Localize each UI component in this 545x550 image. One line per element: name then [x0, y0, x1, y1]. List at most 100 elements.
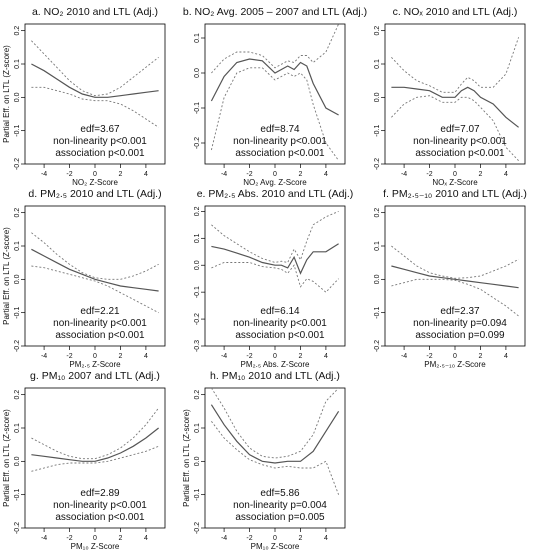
y-tick-label: 0.2 — [374, 208, 381, 218]
estimate-line — [391, 265, 519, 289]
y-tick-label: 0.0 — [374, 92, 381, 102]
panel-7: g. PM₁₀ 2007 and LTL (Adj.) -4 -2 0 2 4 -0.2 -0… — [2, 370, 166, 550]
estimate-line — [31, 427, 159, 462]
stat-line-2: non-linearity p<0.001 — [53, 500, 147, 511]
y-tick-label: -0.1 — [194, 286, 201, 298]
x-tick-label: 4 — [504, 353, 508, 360]
x-tick-label: -4 — [41, 535, 47, 542]
x-tick-label: 0 — [453, 171, 457, 178]
y-tick-label: -0.2 — [374, 340, 381, 352]
y-axis-label: Partial Eff. on LTL (Z-score) — [2, 227, 11, 325]
x-tick-label: -2 — [246, 171, 252, 178]
y-tick-label: -0.2 — [194, 313, 201, 325]
x-axis-label: PM₁₀ Z-Score — [251, 542, 300, 550]
x-tick-label: 2 — [299, 353, 303, 360]
y-tick-label: -0.3 — [194, 340, 201, 352]
y-tick-label: 0.1 — [374, 241, 381, 251]
ci-lower-line — [391, 95, 519, 162]
x-tick-label: -2 — [426, 353, 432, 360]
panel-title: g. PM₁₀ 2007 and LTL (Adj.) — [30, 370, 160, 382]
stat-line-1: edf=2.21 — [80, 306, 120, 317]
y-tick-label: -0.2 — [14, 158, 21, 170]
x-tick-label: 4 — [504, 171, 508, 178]
x-tick-label: -2 — [246, 535, 252, 542]
x-axis-label: PM₂.₅ Z-Score — [69, 360, 121, 369]
ci-upper-line — [211, 388, 339, 459]
y-axis-label: Partial Eff. on LTL (Z-score) — [2, 409, 11, 507]
y-tick-label: 0.2 — [374, 26, 381, 36]
y-tick-label: 0.1 — [14, 423, 21, 433]
x-tick-label: 2 — [299, 171, 303, 178]
y-tick-label: 0.2 — [14, 390, 21, 400]
stat-line-1: edf=7.07 — [440, 124, 480, 135]
estimate-line — [31, 248, 159, 292]
stat-line-3: association p<0.001 — [55, 148, 145, 159]
stat-line-2: non-linearity p<0.001 — [233, 136, 327, 147]
x-tick-label: 0 — [93, 535, 97, 542]
panel-1: a. NO₂ 2010 and LTL (Adj.) -4 -2 0 2 4 -0.2 -0.… — [2, 6, 166, 187]
stat-line-1: edf=3.67 — [80, 124, 120, 135]
ci-upper-line — [211, 210, 339, 264]
x-tick-label: -4 — [41, 171, 47, 178]
y-tick-label: -0.1 — [14, 307, 21, 319]
x-tick-label: 2 — [119, 353, 123, 360]
x-tick-label: -4 — [41, 353, 47, 360]
x-tick-label: -4 — [221, 171, 227, 178]
estimate-line — [210, 404, 340, 464]
stat-line-2: non-linearity p=0.094 — [413, 318, 507, 329]
y-tick-label: 0.1 — [14, 241, 21, 251]
y-tick-label: -0.1 — [14, 125, 21, 137]
x-axis-label: PM₂.₅₋₁₀ Z-Score — [424, 360, 486, 369]
ci-upper-line — [31, 40, 159, 97]
y-tick-label: 0.1 — [194, 233, 201, 243]
x-tick-label: -4 — [221, 535, 227, 542]
ci-upper-line — [211, 24, 340, 74]
y-tick-label: 0.0 — [374, 274, 381, 284]
estimate-line — [391, 86, 519, 128]
stat-line-3: association p=0.005 — [235, 512, 325, 523]
stat-line-3: association p<0.001 — [415, 148, 505, 159]
y-tick-label: 0.2 — [194, 390, 201, 400]
stat-line-1: edf=8.74 — [260, 124, 300, 135]
y-tick-label: 0.1 — [374, 59, 381, 69]
x-tick-label: 4 — [324, 353, 328, 360]
x-tick-label: 4 — [144, 353, 148, 360]
estimate-line — [210, 58, 339, 116]
x-axis-label: NO₂ Z-Score — [72, 178, 118, 187]
x-axis-label: PM₂.₅ Abs. Z-Score — [240, 360, 310, 369]
x-tick-label: 0 — [453, 353, 457, 360]
panel-title: h. PM₁₀ 2010 and LTL (Adj.) — [210, 370, 340, 382]
stat-line-1: edf=2.89 — [80, 488, 120, 499]
estimate-line — [31, 63, 159, 98]
y-tick-label: 0.0 — [194, 260, 201, 270]
panel-8: h. PM₁₀ 2010 and LTL (Adj.) -4 -2 0 2 4 -0.2 -0… — [182, 370, 346, 550]
ci-lower-line — [31, 265, 159, 314]
x-tick-label: 2 — [479, 353, 483, 360]
stat-line-2: non-linearity p=0.004 — [233, 500, 327, 511]
panel-title: d. PM₂.₅ 2010 and LTL (Adj.) — [28, 188, 161, 200]
ci-lower-line — [210, 67, 339, 161]
estimate-line — [211, 243, 339, 275]
ci-lower-line — [211, 421, 340, 495]
x-tick-label: 2 — [479, 171, 483, 178]
y-tick-label: 0.0 — [194, 456, 201, 466]
stat-line-2: non-linearity p<0.001 — [53, 136, 147, 147]
x-tick-label: -4 — [401, 353, 407, 360]
x-axis-label: NOₓ Z-Score — [432, 178, 478, 187]
stat-line-3: association p<0.001 — [55, 330, 145, 341]
panel-2: b. NO₂ Avg. 2005 – 2007 and LTL (Adj.) -4… — [183, 6, 367, 187]
ci-upper-line — [31, 232, 159, 280]
y-tick-label: 0.0 — [14, 274, 21, 284]
panel-title: f. PM₂.₅₋₁₀ 2010 and LTL (Adj.) — [383, 188, 527, 200]
x-tick-label: 0 — [273, 171, 277, 178]
x-tick-label: -2 — [66, 535, 72, 542]
x-tick-label: 2 — [119, 171, 123, 178]
panel-title: a. NO₂ 2010 and LTL (Adj.) — [32, 6, 158, 18]
panel-title: e. PM₂.₅ Abs. 2010 and LTL (Adj.) — [197, 188, 354, 200]
panel-title: c. NOₓ 2010 and LTL (Adj.) — [393, 6, 518, 18]
panel-title: b. NO₂ Avg. 2005 – 2007 and LTL (Adj.) — [183, 6, 367, 18]
ci-lower-line — [211, 262, 339, 293]
x-tick-label: -2 — [66, 171, 72, 178]
y-tick-label: -0.1 — [374, 125, 381, 137]
panel-3: c. NOₓ 2010 and LTL (Adj.) -4 -2 0 2 4 -0.2 -0.… — [374, 6, 526, 187]
